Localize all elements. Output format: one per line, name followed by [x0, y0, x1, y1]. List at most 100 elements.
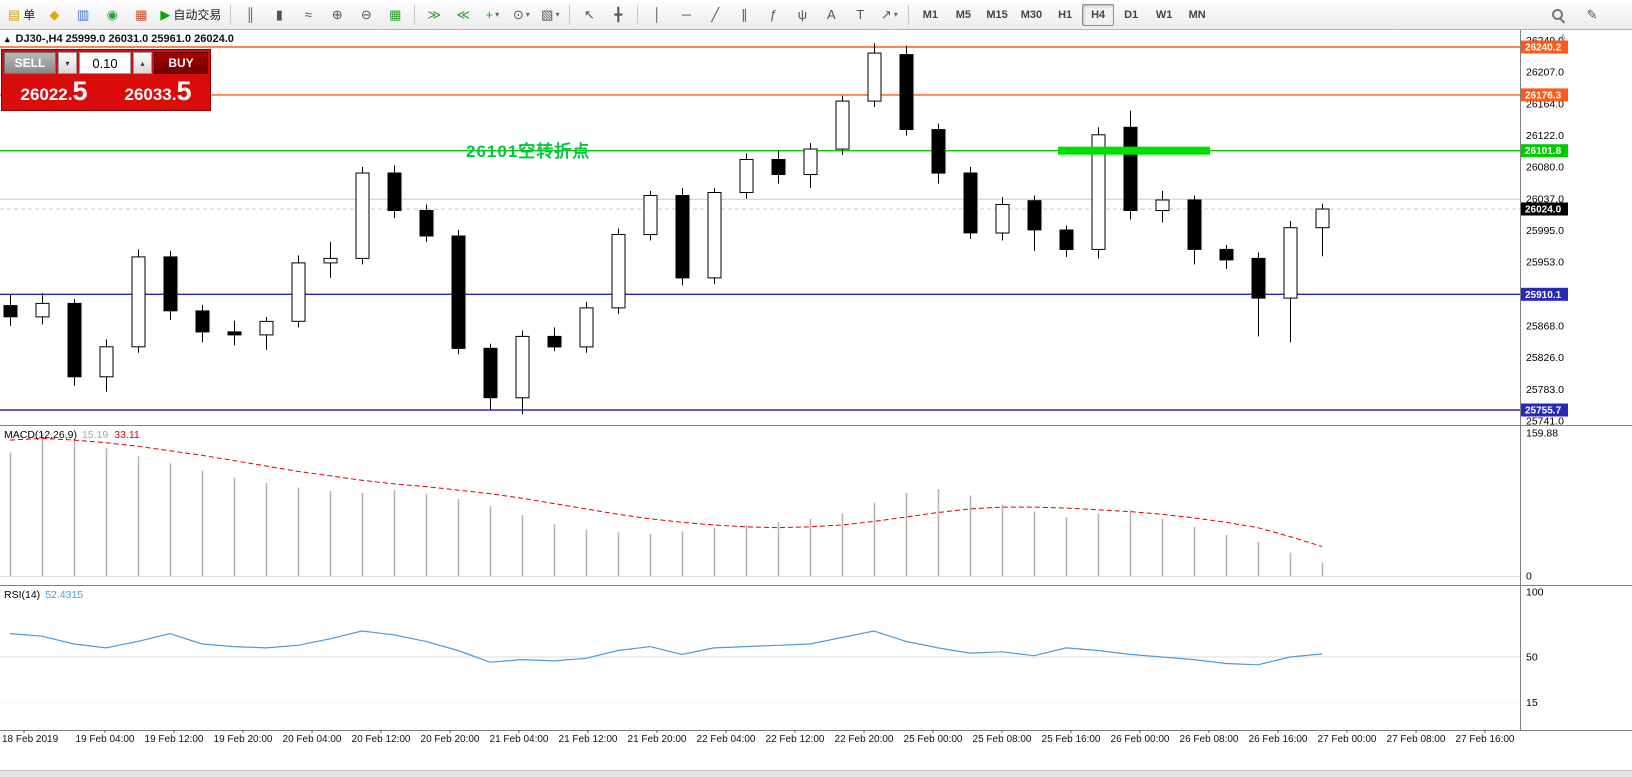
- time-axis[interactable]: 18 Feb 2019 19 Feb 04:00 19 Feb 12:00 19 Fe…: [2, 730, 1515, 745]
- search-icon[interactable]: [1544, 3, 1572, 27]
- fibonacci-icon[interactable]: ƒ: [759, 3, 787, 27]
- cursor-icon[interactable]: ↖: [575, 3, 603, 27]
- equidistant-channel-icon[interactable]: ∥: [730, 3, 758, 27]
- chart-title-text: DJ30-,H4 25999.0 26031.0 25961.0 26024.0: [15, 33, 234, 45]
- price-axis[interactable]: 26249.026207.026164.026122.026080.026037…: [1520, 30, 1569, 730]
- rsi-pane: [0, 591, 1520, 703]
- svg-text:22 Feb 12:00: 22 Feb 12:00: [766, 734, 825, 745]
- chevron-down-icon[interactable]: ▾: [555, 10, 560, 19]
- crosshair-icon-glyph: ╋: [614, 7, 623, 22]
- timeframe-m15-button[interactable]: M15: [986, 8, 1008, 21]
- horizontal-line-icon-glyph: ─: [681, 7, 691, 22]
- chevron-down-icon[interactable]: ▾: [893, 10, 898, 19]
- navigator-icon[interactable]: ▦: [127, 3, 155, 27]
- svg-text:159.88: 159.88: [1526, 428, 1558, 440]
- candlestick-icon[interactable]: ▮: [265, 3, 293, 27]
- crosshair-icon[interactable]: ╋: [604, 3, 632, 27]
- svg-text:26101.8: 26101.8: [1525, 146, 1562, 157]
- text-icon-glyph: A: [826, 7, 836, 22]
- data-window-icon-glyph: ◉: [106, 7, 118, 22]
- templates-icon[interactable]: ▧ ▾: [536, 3, 564, 27]
- auto-trading-button[interactable]: ▶ 自动交易: [156, 3, 225, 27]
- svg-text:25826.0: 25826.0: [1526, 352, 1564, 364]
- line-chart-icon[interactable]: ≈: [294, 3, 322, 27]
- scroll-up-icon[interactable]: ˄: [1560, 32, 1566, 43]
- text-label-icon[interactable]: T: [846, 3, 874, 27]
- svg-text:100: 100: [1526, 587, 1544, 599]
- horizontal-line-icon[interactable]: ─: [672, 3, 700, 27]
- new-chart-icon[interactable]: + ▾: [478, 3, 506, 27]
- periods-icon[interactable]: ⊙ ▾: [507, 3, 535, 27]
- main-toolbar: ▤ 单 ◆ ▥ ◉ ▦ ▶ 自动交易 ║ ▮ ≈ ⊕ ⊖ ▦ ≫ ≪ + ▾ ⊙ ▾ ▧ ▾ ↖ ╋ │ ─ ╱ ∥ ƒ ψ A T ↗ ▾ M1…: [0, 0, 1632, 30]
- highlight-level-segment[interactable]: [1058, 146, 1210, 155]
- chart-canvas[interactable]: MACD(12,26,9) 15.19 33.11 RSI(14) 52.4315 262…: [0, 30, 1632, 746]
- buy-price[interactable]: 26033. 5: [106, 76, 210, 110]
- svg-text:22 Feb 04:00: 22 Feb 04:00: [697, 734, 756, 745]
- svg-text:0: 0: [1526, 571, 1532, 583]
- timeframe-h1-button[interactable]: H1: [1058, 8, 1073, 21]
- templates-icon-glyph: ▧: [541, 7, 554, 22]
- volume-input[interactable]: [79, 52, 131, 74]
- pane-separators[interactable]: [0, 425, 1632, 731]
- toolbar-separator: [230, 4, 232, 25]
- data-window-icon[interactable]: ◉: [98, 3, 126, 27]
- svg-text:25755.7: 25755.7: [1525, 406, 1562, 417]
- one-click-toggle-icon[interactable]: ▴: [5, 33, 10, 44]
- toolbar-buttons: ▤ 单 ◆ ▥ ◉ ▦ ▶ 自动交易 ║ ▮ ≈ ⊕ ⊖ ▦ ≫ ≪ + ▾ ⊙ ▾ ▧ ▾ ↖ ╋ │ ─ ╱ ∥ ƒ ψ A T ↗ ▾: [4, 3, 913, 27]
- zoom-out-icon-glyph: ⊖: [360, 7, 372, 22]
- svg-text:19 Feb 12:00: 19 Feb 12:00: [145, 734, 204, 745]
- andrews-pitchfork-icon-glyph: ψ: [797, 7, 807, 22]
- text-label-icon-glyph: T: [856, 7, 865, 22]
- volume-decrease-button[interactable]: ▾: [58, 52, 77, 74]
- market-watch-icon[interactable]: ▥: [69, 3, 97, 27]
- trade-prices-row: 26022. 5 26033. 5: [2, 76, 210, 110]
- svg-text:26240.2: 26240.2: [1525, 43, 1562, 54]
- svg-text:27 Feb 08:00: 27 Feb 08:00: [1387, 734, 1446, 745]
- chevron-down-icon[interactable]: ▾: [495, 10, 500, 19]
- zoom-out-icon[interactable]: ⊖: [352, 3, 380, 27]
- vertical-line-icon-glyph: │: [653, 7, 662, 22]
- svg-text:26122.0: 26122.0: [1526, 130, 1564, 142]
- buy-button[interactable]: BUY: [154, 52, 208, 74]
- ohlc-bars-icon[interactable]: ║: [236, 3, 264, 27]
- svg-text:25 Feb 00:00: 25 Feb 00:00: [904, 734, 963, 745]
- timeframe-h4-button[interactable]: H4: [1082, 3, 1115, 26]
- new-order-button[interactable]: ▤ 单: [4, 3, 39, 27]
- svg-text:20 Feb 04:00: 20 Feb 04:00: [283, 734, 342, 745]
- sell-button[interactable]: SELL: [4, 52, 56, 74]
- expert-advisors-icon[interactable]: ◆: [40, 3, 68, 27]
- market-watch-icon-glyph: ▥: [77, 7, 90, 22]
- new-chart-icon-glyph: +: [485, 7, 494, 22]
- arrows-icon[interactable]: ↗ ▾: [875, 3, 903, 27]
- zoom-in-icon-glyph: ⊕: [331, 7, 343, 22]
- timeframe-m5-button[interactable]: M5: [955, 8, 971, 21]
- timeframe-w1-button[interactable]: W1: [1155, 8, 1173, 21]
- rsi-label: RSI(14) 52.4315: [4, 589, 83, 601]
- buy-price-pips: 5: [176, 76, 192, 106]
- timeframe-mn-button[interactable]: MN: [1188, 8, 1206, 21]
- tile-windows-icon[interactable]: ▦: [381, 3, 409, 27]
- auto-scroll-icon[interactable]: ≫: [420, 3, 448, 27]
- svg-text:26 Feb 00:00: 26 Feb 00:00: [1111, 734, 1170, 745]
- auto-trading-button-glyph: ▶: [160, 7, 171, 22]
- sell-price[interactable]: 26022. 5: [2, 76, 106, 110]
- chevron-down-icon[interactable]: ▾: [525, 10, 530, 19]
- trendline-icon[interactable]: ╱: [701, 3, 729, 27]
- svg-text:25953.0: 25953.0: [1526, 257, 1564, 269]
- timeframe-m30-button[interactable]: M30: [1020, 8, 1043, 21]
- volume-increase-button[interactable]: ▴: [133, 52, 152, 74]
- macd-label: MACD(12,26,9) 15.19 33.11: [4, 429, 140, 441]
- svg-text:26080.0: 26080.0: [1526, 162, 1564, 174]
- chart-shift-icon[interactable]: ≪: [449, 3, 477, 27]
- zoom-in-icon[interactable]: ⊕: [323, 3, 351, 27]
- text-icon[interactable]: A: [817, 3, 845, 27]
- periods-icon-glyph: ⊙: [512, 7, 524, 22]
- svg-text:26 Feb 16:00: 26 Feb 16:00: [1249, 734, 1308, 745]
- timeframe-d1-button[interactable]: D1: [1124, 8, 1139, 21]
- edit-icon[interactable]: ✎: [1578, 3, 1606, 27]
- ohlc-bars-icon-glyph: ║: [245, 7, 255, 22]
- price-level-lines[interactable]: [0, 46, 1520, 411]
- timeframe-m1-button[interactable]: M1: [922, 8, 938, 21]
- vertical-line-icon[interactable]: │: [643, 3, 671, 27]
- andrews-pitchfork-icon[interactable]: ψ: [788, 3, 816, 27]
